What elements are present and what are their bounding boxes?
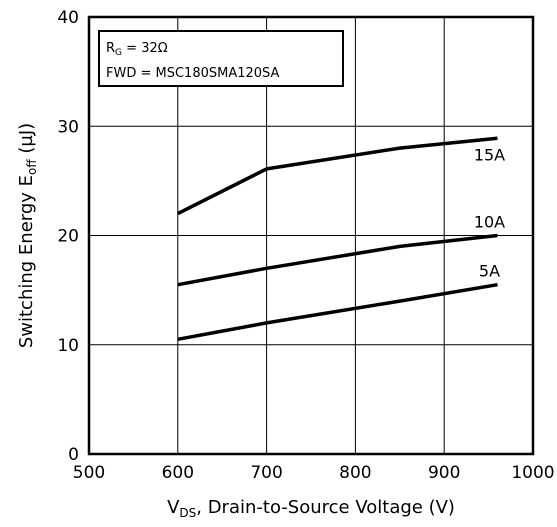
legend-box: RG = 32Ω FWD = MSC180SMA120SA: [98, 30, 344, 87]
x-tick-label: 1000: [511, 463, 554, 483]
y-axis-title-sub: off: [25, 159, 39, 175]
legend-rg-rest: = 32Ω: [122, 41, 168, 56]
series-lines: [177, 136, 498, 342]
series-label-10a: 10A: [474, 213, 505, 232]
plot-frame: [87, 15, 535, 456]
grid: [89, 17, 533, 454]
y-tick-label: 0: [68, 445, 79, 465]
x-tick-label: 900: [428, 463, 460, 483]
series-line-10a: [177, 233, 498, 287]
x-axis-title-rest: , Drain-to-Source Voltage (V): [196, 497, 455, 518]
series-line-5a: [177, 282, 498, 342]
x-tick-label: 700: [250, 463, 282, 483]
series-label-15a: 15A: [474, 145, 505, 164]
series-label-5a: 5A: [479, 262, 500, 281]
x-tick-label: 600: [162, 463, 194, 483]
y-tick-label: 30: [57, 117, 79, 137]
x-axis-title-main: V: [167, 497, 180, 518]
legend-frame: [98, 30, 344, 87]
y-axis-title-main: Switching Energy E: [16, 175, 37, 348]
y-tick-label: 10: [57, 336, 79, 356]
x-tick-label: 800: [339, 463, 371, 483]
y-tick-label: 40: [57, 8, 79, 28]
y-axis-title: Switching Energy Eoff (µJ): [16, 123, 39, 348]
x-axis-title-sub: DS: [179, 506, 196, 520]
legend-line-rg: RG = 32Ω: [106, 41, 168, 58]
y-tick-label: 20: [57, 227, 79, 247]
legend-rg-main: R: [106, 41, 115, 56]
x-axis-title: VDS, Drain-to-Source Voltage (V): [167, 497, 455, 520]
legend-rg-sub: G: [115, 48, 122, 58]
legend-line-fwd: FWD = MSC180SMA120SA: [106, 66, 280, 81]
x-tick-label: 500: [73, 463, 105, 483]
series-line-15a: [177, 136, 498, 216]
series-labels: 15A 10A 5A: [474, 145, 505, 280]
y-axis-title-rest: (µJ): [16, 123, 37, 160]
tick-labels: 500 600 700 800 900 1000 0 10 20 30 40: [57, 8, 554, 483]
